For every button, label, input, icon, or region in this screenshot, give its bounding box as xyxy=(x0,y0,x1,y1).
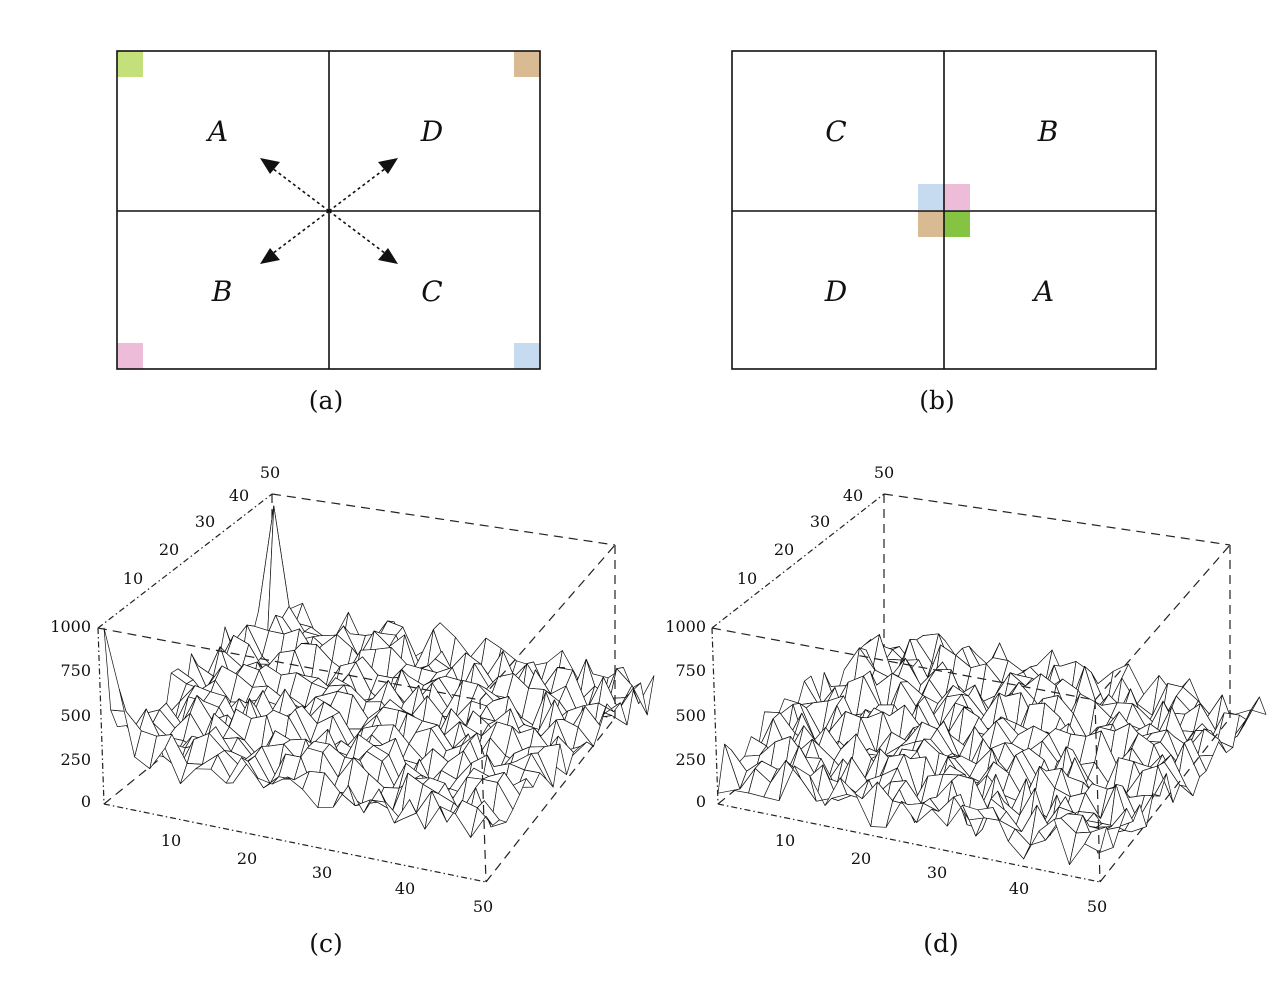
plot-c-y-tick-30: 30 xyxy=(195,512,215,531)
panel-b: C B D A (b) xyxy=(731,50,1157,415)
corner-swatch-bottom-left xyxy=(117,343,143,369)
caption-a: (a) xyxy=(309,386,343,415)
plot-d-z-tick-750: 750 xyxy=(675,661,706,680)
plot-d-y-tick-50: 50 xyxy=(874,463,894,482)
plot-c-edge-front-left-vertical xyxy=(97,627,105,805)
plot-c-y-tick-40: 40 xyxy=(229,486,249,505)
quadrant-label-a-bottom-right: C xyxy=(421,275,442,308)
plot-c-z-tick-1000: 1000 xyxy=(50,617,91,636)
quadrant-label-a-bottom-left: B xyxy=(211,275,233,308)
plot-d-x-tick-30: 30 xyxy=(927,863,947,882)
surface-c xyxy=(103,505,655,838)
corner-swatch-top-right xyxy=(514,51,540,77)
quadrant-label-b-top-left: C xyxy=(825,115,846,148)
corner-swatch-bottom-right xyxy=(514,343,540,369)
plot-c-y-tick-20: 20 xyxy=(159,540,179,559)
plot-c-z-tick-250: 250 xyxy=(60,750,91,769)
surface-d-patch xyxy=(1084,826,1107,853)
plot-c-x-tick-40: 40 xyxy=(395,879,415,898)
plot-d-edge-back-top-right xyxy=(883,493,1231,546)
plot-c-z-tick-500: 500 xyxy=(60,706,91,725)
center-swatch-top-right xyxy=(944,184,970,210)
plot-d-y-tick-40: 40 xyxy=(843,486,863,505)
plot-d-z-tick-1000: 1000 xyxy=(665,617,706,636)
arrowhead-top-left xyxy=(260,158,280,174)
plot-d-edge-back-top-left xyxy=(711,493,885,629)
arrowhead-bottom-right xyxy=(378,248,398,264)
arrow-to-top-left xyxy=(271,167,330,212)
plot-d-edge-top-front-left xyxy=(711,627,1096,701)
center-swatch-bottom-right xyxy=(944,211,970,237)
quadrant-label-a-top-right: D xyxy=(420,115,443,148)
plot-d-x-tick-20: 20 xyxy=(851,849,871,868)
plot-c-x-tick-30: 30 xyxy=(312,863,332,882)
center-swatch-bottom-left xyxy=(918,211,944,237)
plot-d-z-tick-0: 0 xyxy=(696,792,706,811)
plot-d-x-tick-40: 40 xyxy=(1009,879,1029,898)
plot-c-y-tick-10: 10 xyxy=(123,569,143,588)
surface-c-patch xyxy=(470,807,494,838)
plot-c-edge-floor-right xyxy=(485,717,616,883)
arrow-to-top-right xyxy=(328,167,387,212)
plot-c-edge-front-vertical xyxy=(479,699,487,883)
plot-d-box-front xyxy=(711,544,1231,883)
plot-c-edge-back-top-right xyxy=(271,493,616,546)
quadrant-label-b-bottom-left: D xyxy=(824,275,847,308)
diagonal-arrows xyxy=(260,158,398,264)
surface-c-patch xyxy=(103,627,127,712)
plot-c-x-tick-50: 50 xyxy=(473,897,493,916)
plot-d-x-tick-50: 50 xyxy=(1087,897,1107,916)
plot-d-y-tick-20: 20 xyxy=(774,540,794,559)
plot-d-edge-top-front-right xyxy=(1094,544,1231,701)
plot-c-x-tick-10: 10 xyxy=(161,831,181,850)
corner-swatch-top-left xyxy=(117,51,143,77)
caption-c: (c) xyxy=(309,929,343,958)
plot-c-x-tick-20: 20 xyxy=(237,849,257,868)
plot-d-edge-front-left-vertical xyxy=(711,627,719,805)
plot-d-x-tick-10: 10 xyxy=(775,831,795,850)
plot-c-z-tick-0: 0 xyxy=(81,792,91,811)
panel-d: 0 250 500 750 1000 10 20 30 40 50 10 20 … xyxy=(665,463,1267,958)
plot-c-y-tick-50: 50 xyxy=(260,463,280,482)
plot-d-edge-front-vertical xyxy=(1094,699,1101,883)
arrow-to-bottom-left xyxy=(271,210,330,255)
surface-d xyxy=(717,633,1267,866)
caption-b: (b) xyxy=(919,386,955,415)
plot-c-z-tick-750: 750 xyxy=(60,661,91,680)
plot-c-edge-floor-front xyxy=(103,803,487,883)
plot-c-edge-back-top-left xyxy=(97,493,273,629)
quadrant-label-b-bottom-right: A xyxy=(1031,275,1054,308)
plot-c-edge-top-front-right xyxy=(479,544,616,701)
quadrant-label-b-top-right: B xyxy=(1037,115,1059,148)
arrowhead-bottom-left xyxy=(260,248,280,264)
panel-a: A D B C (a) xyxy=(116,50,541,415)
caption-d: (d) xyxy=(923,929,959,958)
plot-d-z-tick-500: 500 xyxy=(675,706,706,725)
plot-d-edge-floor-front xyxy=(717,803,1101,883)
arrowhead-top-right xyxy=(378,158,398,174)
quadrant-label-a-top-left: A xyxy=(205,115,228,148)
center-swatch-top-left xyxy=(918,184,944,210)
plot-c-box-front xyxy=(97,544,616,883)
plot-d-y-tick-30: 30 xyxy=(810,512,830,531)
plot-c-edge-top-front-left xyxy=(97,627,481,701)
panel-c: 0 250 500 750 1000 10 20 30 40 50 10 20 … xyxy=(50,463,655,958)
arrow-to-bottom-right xyxy=(328,210,387,255)
plot-d-y-tick-10: 10 xyxy=(737,569,757,588)
plot-d-z-tick-250: 250 xyxy=(675,750,706,769)
plot-d-edge-floor-right xyxy=(1099,717,1231,883)
